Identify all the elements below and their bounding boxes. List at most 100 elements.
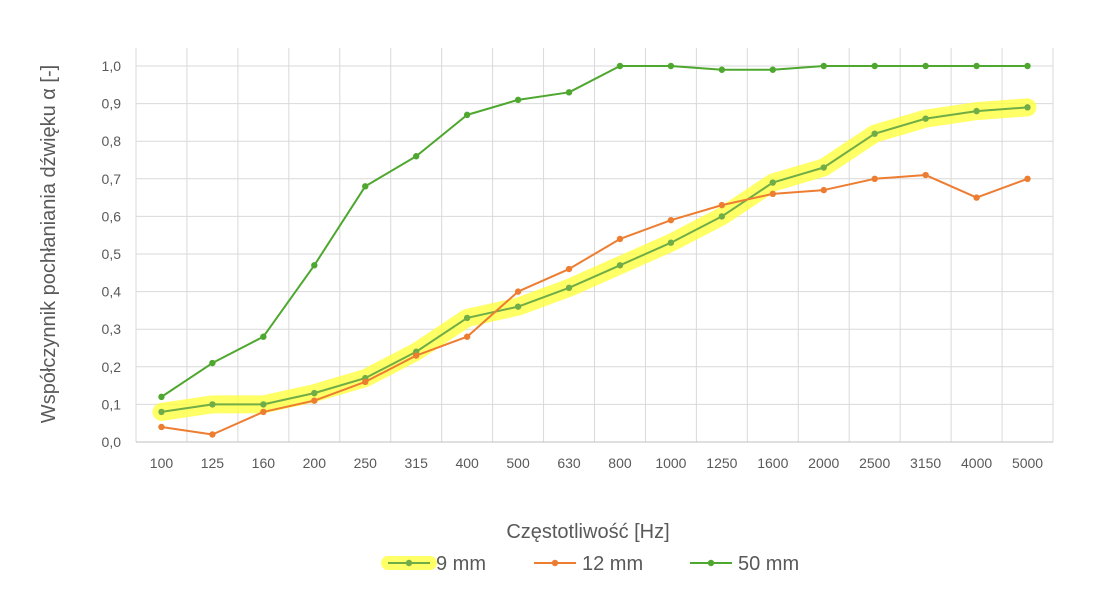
data-point xyxy=(616,62,624,70)
x-tick-label: 160 xyxy=(252,455,276,471)
data-point xyxy=(973,194,980,201)
data-point xyxy=(973,107,980,115)
x-tick-label: 800 xyxy=(608,455,632,471)
data-point xyxy=(769,190,777,198)
data-point xyxy=(260,333,267,340)
x-tick-label: 400 xyxy=(455,455,479,471)
data-point xyxy=(667,239,675,246)
legend-label: 12 mm xyxy=(582,553,643,575)
data-point xyxy=(514,303,522,310)
data-point xyxy=(718,213,726,220)
data-point xyxy=(463,111,471,119)
x-tick-label: 4000 xyxy=(961,455,992,471)
series-lines xyxy=(158,62,1031,438)
legend-item: 12 mm xyxy=(534,553,643,575)
data-point xyxy=(718,201,726,209)
data-point xyxy=(769,66,777,73)
x-tick-label: 315 xyxy=(405,455,429,471)
x-tick-label: 1250 xyxy=(706,455,737,471)
data-point xyxy=(158,423,165,431)
x-tick-label: 2000 xyxy=(808,455,839,471)
data-point xyxy=(514,288,522,295)
data-point xyxy=(667,62,675,70)
x-tick-label: 1000 xyxy=(655,455,686,471)
data-point xyxy=(209,359,216,367)
series-line xyxy=(160,65,1028,398)
data-point xyxy=(565,265,573,273)
x-tick-label: 630 xyxy=(557,455,581,471)
data-point xyxy=(922,115,929,122)
data-point xyxy=(311,389,318,397)
data-point xyxy=(616,235,624,243)
x-tick-label: 5000 xyxy=(1012,455,1043,471)
chart-grid xyxy=(135,48,1054,443)
y-tick-label: 0,2 xyxy=(102,359,122,375)
data-point xyxy=(412,153,420,160)
data-point xyxy=(260,408,267,416)
y-tick-label: 1,0 xyxy=(102,58,122,74)
x-tick-label: 200 xyxy=(303,455,327,471)
x-tick-label: 1600 xyxy=(757,455,788,471)
y-tick-label: 0,9 xyxy=(102,96,122,112)
data-point xyxy=(362,378,369,386)
data-point xyxy=(820,186,827,194)
series-line xyxy=(161,106,1028,413)
data-point xyxy=(311,397,318,404)
data-point xyxy=(1024,104,1031,111)
series-line xyxy=(161,174,1028,436)
x-tick-label: 100 xyxy=(150,455,174,471)
x-axis-ticks: 100 125 160 200 250 315 400 500 630 800 1000 1250 16… xyxy=(150,455,1044,471)
x-axis-title: Częstotliwość [Hz] xyxy=(506,521,669,543)
data-point xyxy=(922,62,929,70)
x-tick-label: 125 xyxy=(201,455,225,471)
x-tick-label: 500 xyxy=(506,455,530,471)
legend-item: 9 mm xyxy=(381,553,486,575)
data-point xyxy=(158,393,165,401)
y-tick-label: 0,0 xyxy=(102,434,122,450)
data-point xyxy=(412,352,420,359)
data-point xyxy=(158,408,165,416)
data-point xyxy=(922,171,929,179)
data-point xyxy=(311,262,318,269)
y-tick-label: 0,6 xyxy=(102,208,122,224)
data-point xyxy=(820,62,827,70)
data-point xyxy=(871,62,878,70)
x-tick-label: 3150 xyxy=(910,455,941,471)
legend-marker xyxy=(405,559,413,567)
data-point xyxy=(260,401,267,408)
data-point xyxy=(1024,62,1031,70)
legend: 9 mm 12 mm 50 mm xyxy=(381,553,799,575)
data-point xyxy=(616,262,624,269)
data-point xyxy=(209,401,216,408)
legend-marker xyxy=(707,559,715,567)
data-point xyxy=(871,175,878,182)
legend-label: 9 mm xyxy=(436,553,486,575)
y-tick-label: 0,3 xyxy=(102,321,122,337)
data-point xyxy=(565,89,573,96)
data-point xyxy=(463,314,471,322)
data-point xyxy=(1024,175,1031,182)
data-point xyxy=(362,183,369,190)
data-point xyxy=(463,333,471,340)
legend-item: 50 mm xyxy=(690,553,799,575)
data-point xyxy=(565,284,573,292)
data-point xyxy=(209,431,216,438)
legend-marker xyxy=(551,559,559,567)
x-tick-label: 2500 xyxy=(859,455,890,471)
x-tick-label: 250 xyxy=(354,455,378,471)
y-axis-title: Współczynnik pochłaniania dźwięku α [-] xyxy=(38,65,60,423)
legend-label: 50 mm xyxy=(738,553,799,575)
y-tick-label: 0,4 xyxy=(102,284,122,300)
data-point xyxy=(820,164,827,171)
data-point xyxy=(769,179,777,186)
data-point xyxy=(973,62,980,70)
y-tick-label: 0,8 xyxy=(102,133,122,149)
data-point xyxy=(667,216,675,224)
data-point xyxy=(514,96,522,104)
y-tick-label: 0,7 xyxy=(102,171,122,187)
data-point xyxy=(871,130,878,137)
y-axis-ticks: 0,0 0,1 0,2 0,3 0,4 0,5 0,6 0,7 0,8 0,9 1,0 xyxy=(102,58,122,450)
y-tick-label: 0,1 xyxy=(102,396,122,412)
y-tick-label: 0,5 xyxy=(102,246,122,262)
